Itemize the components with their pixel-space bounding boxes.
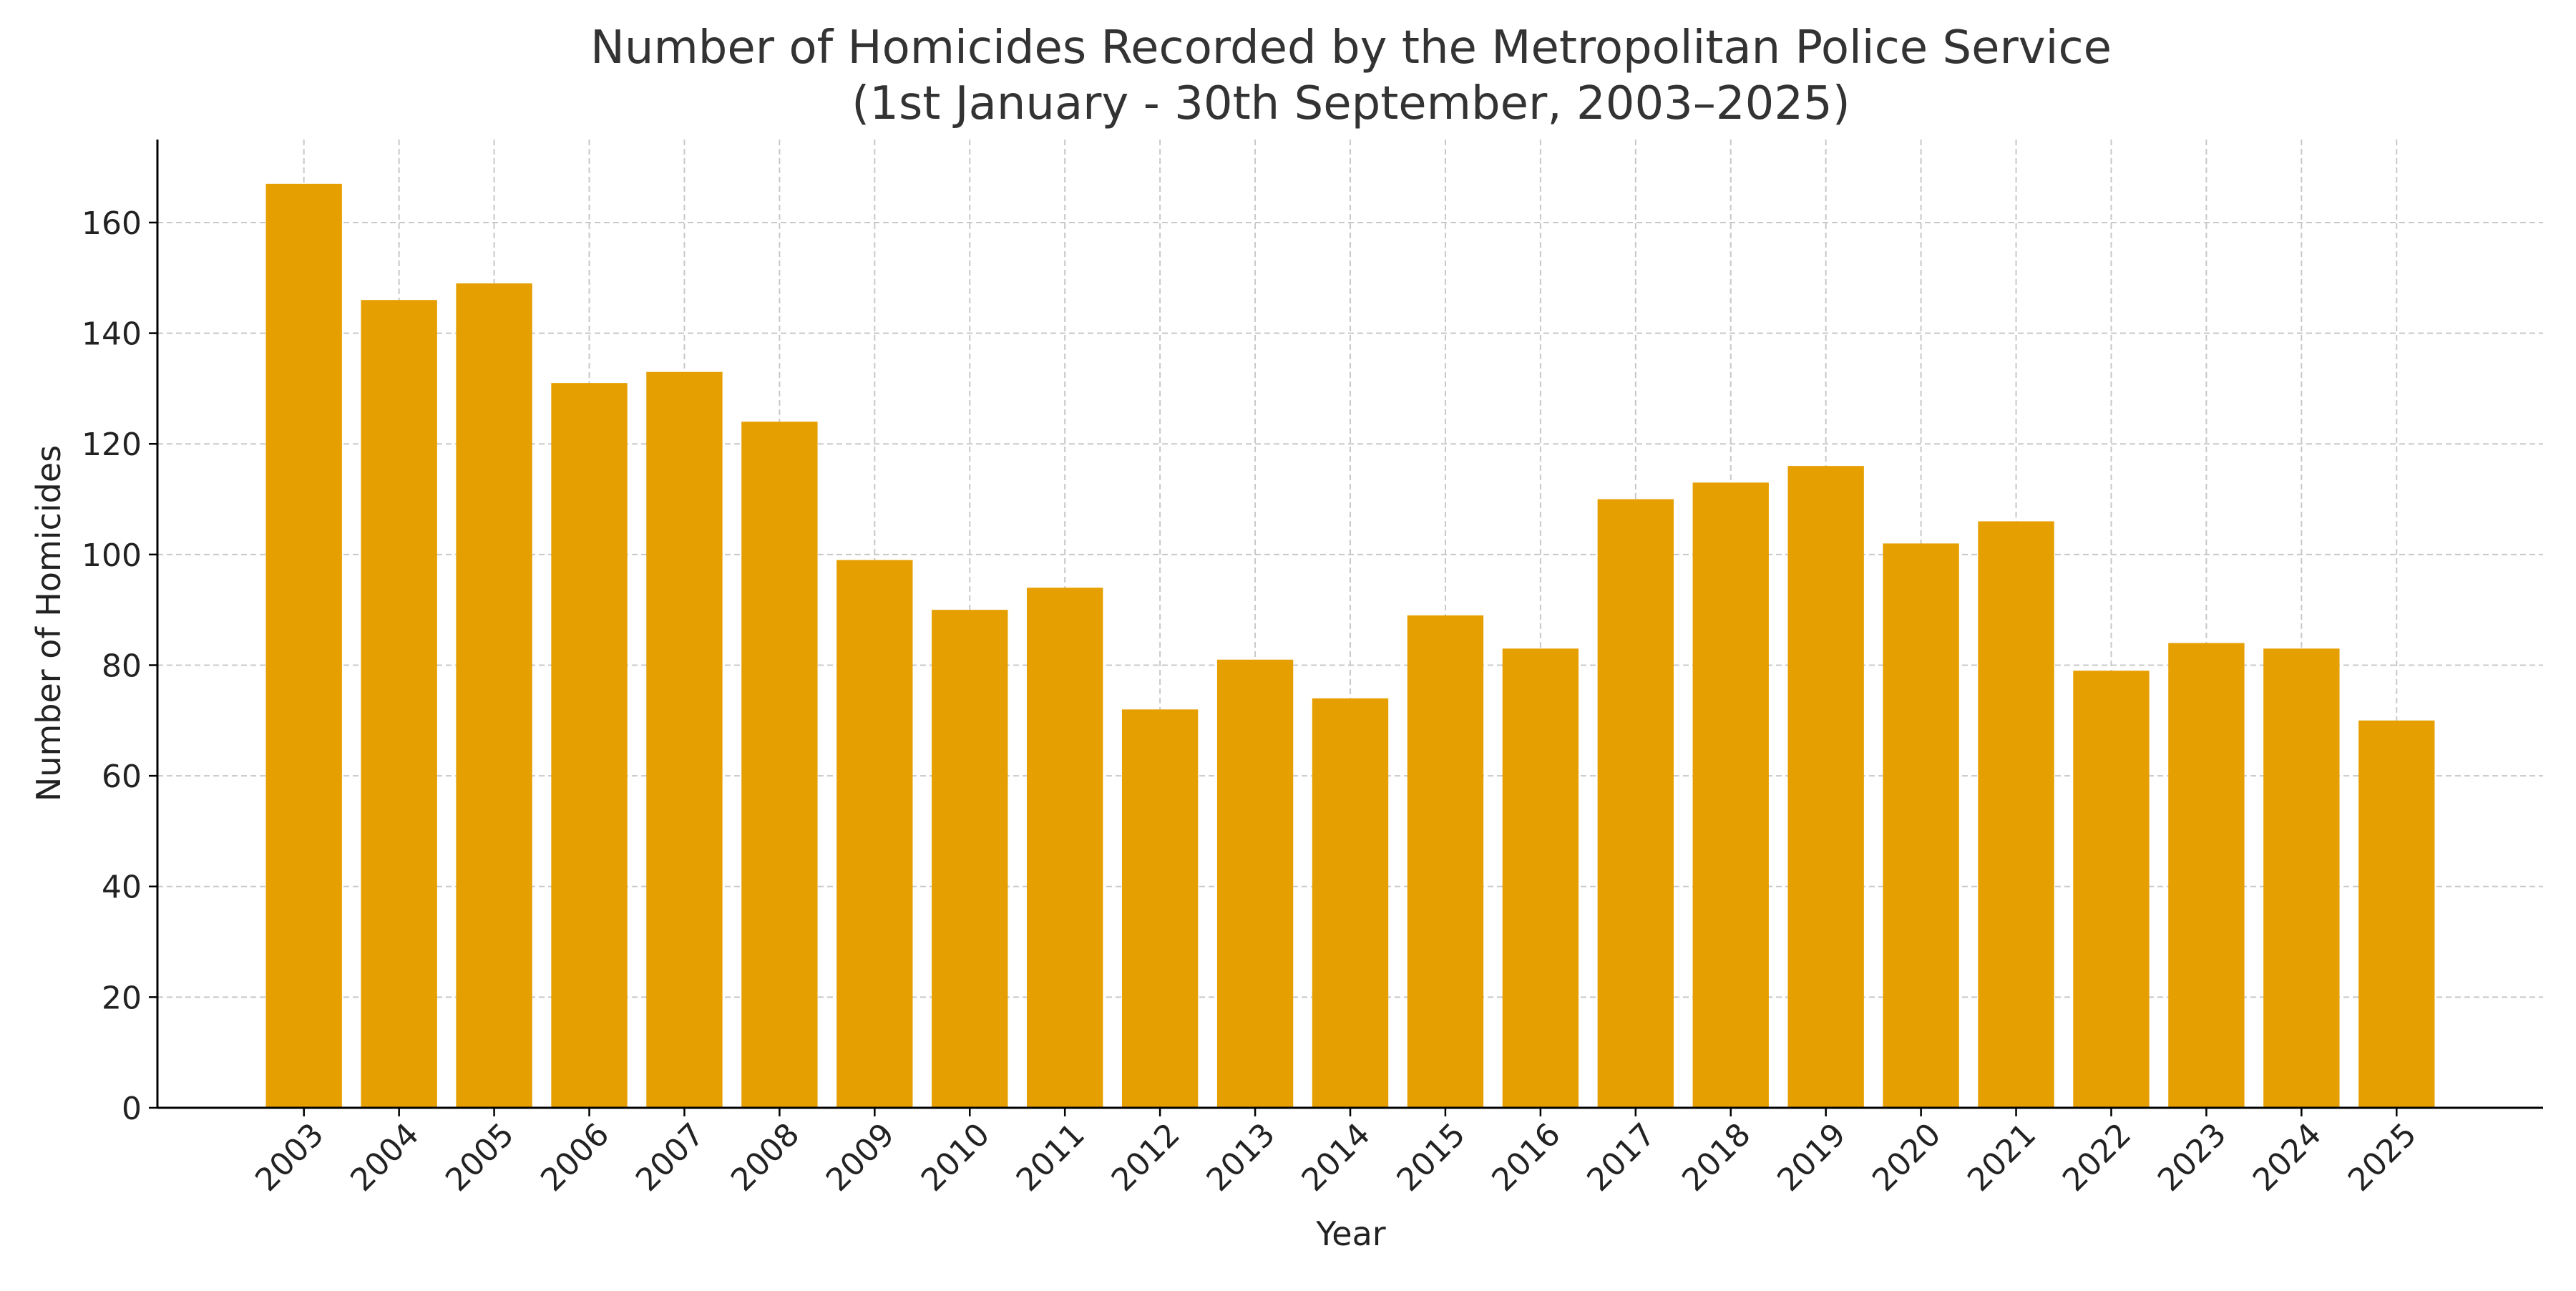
bar-2016 [1502, 648, 1579, 1108]
y-tick-label: 80 [102, 648, 142, 684]
chart-subtitle: (1st January - 30th September, 2003–2025… [852, 77, 1850, 130]
y-tick-label: 160 [82, 205, 142, 242]
bar-2023 [2168, 643, 2245, 1108]
bars [265, 183, 2435, 1109]
bar-2015 [1407, 615, 1484, 1108]
bar-2018 [1692, 482, 1769, 1108]
x-tick-label: 2019 [1770, 1116, 1853, 1199]
x-tick-label: 2004 [343, 1116, 426, 1199]
bar-2012 [1121, 709, 1199, 1108]
x-tick-label: 2022 [2056, 1116, 2138, 1199]
y-tick-label: 60 [102, 759, 142, 795]
x-tick-label: 2020 [1865, 1116, 1948, 1199]
bar-2017 [1597, 499, 1674, 1108]
x-tick-label: 2013 [1200, 1116, 1282, 1199]
x-tick-label: 2007 [629, 1116, 711, 1199]
x-tick-label: 2003 [248, 1116, 331, 1199]
bar-2004 [361, 300, 437, 1108]
bar-2006 [551, 383, 628, 1108]
x-tick-label: 2018 [1675, 1116, 1757, 1199]
bar-2007 [646, 371, 723, 1108]
bar-2013 [1216, 659, 1294, 1108]
y-tick-label: 100 [82, 537, 142, 574]
bar-2025 [2358, 720, 2435, 1108]
x-tick-label: 2024 [2246, 1116, 2328, 1199]
y-tick-label: 40 [102, 869, 142, 906]
x-tick-label: 2005 [439, 1116, 521, 1199]
x-ticks: 2003 2004 2005 2006 2007 2008 2009 2010 2011 2012… [248, 1108, 2424, 1199]
x-tick-label: 2023 [2151, 1116, 2233, 1199]
x-tick-label: 2025 [2341, 1116, 2424, 1199]
bar-2014 [1312, 698, 1389, 1108]
y-ticks: 0 20 40 60 80 100 120 140 160 [82, 205, 157, 1127]
y-tick-label: 140 [82, 316, 142, 353]
bar-2010 [932, 610, 1008, 1108]
bar-2021 [1978, 521, 2054, 1108]
bar-2011 [1027, 588, 1103, 1108]
x-tick-label: 2010 [914, 1116, 997, 1199]
bar-2019 [1787, 466, 1864, 1108]
bar-2022 [2073, 671, 2150, 1108]
bar-2024 [2263, 648, 2340, 1108]
chart-title: Number of Homicides Recorded by the Metr… [590, 21, 2112, 74]
x-tick-label: 2016 [1485, 1116, 1567, 1199]
bar-2009 [836, 560, 913, 1108]
y-tick-label: 120 [82, 427, 142, 463]
bar-2003 [265, 183, 342, 1108]
x-axis-label: Year [1315, 1214, 1385, 1253]
x-tick-label: 2014 [1295, 1116, 1377, 1199]
bar-2020 [1883, 543, 1959, 1108]
x-tick-label: 2009 [819, 1116, 902, 1199]
x-tick-label: 2006 [534, 1116, 616, 1199]
x-tick-label: 2021 [1961, 1116, 2043, 1199]
x-tick-label: 2008 [724, 1116, 806, 1199]
y-tick-label: 0 [122, 1091, 142, 1127]
y-axis-label: Number of Homicides [29, 445, 68, 802]
bar-2008 [741, 422, 818, 1108]
bar-2005 [456, 283, 532, 1109]
y-tick-label: 20 [102, 980, 142, 1016]
x-tick-label: 2012 [1105, 1116, 1187, 1199]
x-tick-label: 2015 [1390, 1116, 1472, 1199]
x-tick-label: 2017 [1580, 1116, 1662, 1199]
x-tick-label: 2011 [1010, 1116, 1092, 1199]
